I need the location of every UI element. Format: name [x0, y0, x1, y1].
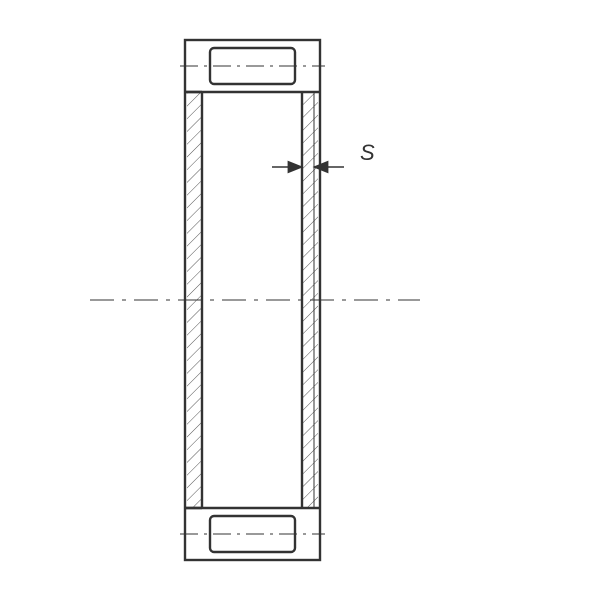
bearing-section-diagram: S: [0, 0, 600, 600]
dim-label-s: S: [360, 140, 375, 165]
